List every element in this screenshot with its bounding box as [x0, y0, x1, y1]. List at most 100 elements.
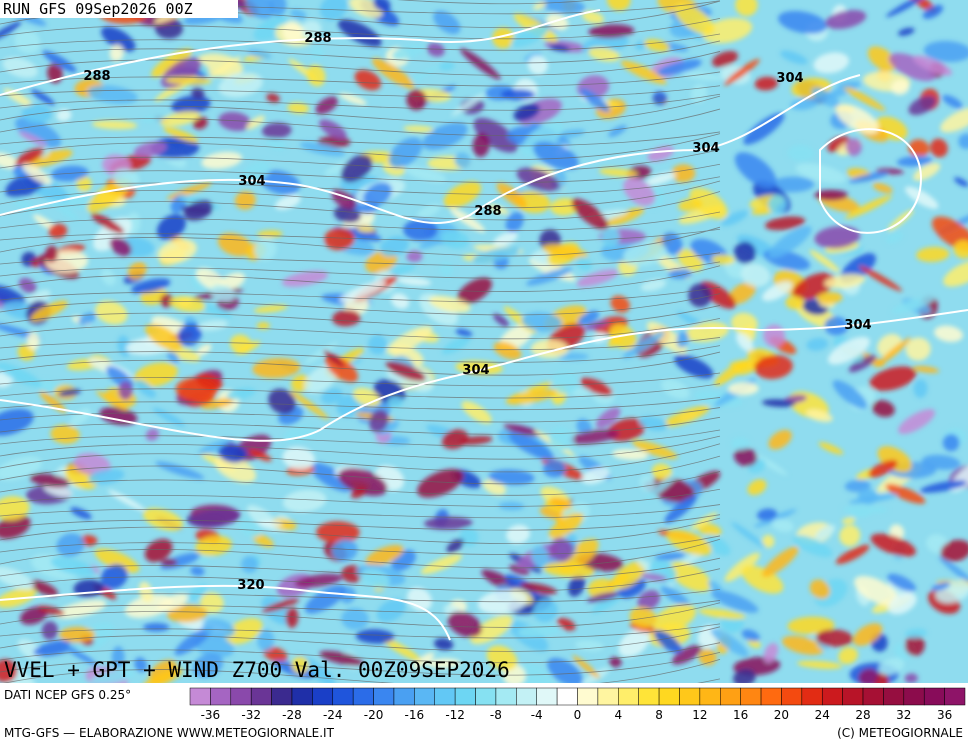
field-blob	[942, 434, 960, 452]
colorbar-swatch	[842, 687, 864, 706]
field-blob	[824, 274, 866, 289]
field-blob	[488, 469, 535, 486]
field-blob	[869, 366, 917, 391]
field-blob	[513, 103, 540, 121]
field-blob	[610, 295, 630, 313]
field-blob	[806, 337, 829, 351]
streamline	[0, 71, 721, 87]
field-blob	[310, 462, 353, 492]
field-blob	[714, 359, 749, 386]
field-blob	[581, 467, 610, 485]
field-blob	[579, 377, 613, 396]
field-blob	[762, 281, 793, 302]
field-blob	[778, 10, 828, 34]
field-blob	[318, 119, 347, 140]
field-blob	[447, 611, 482, 638]
streamline	[0, 429, 721, 447]
field-blob	[582, 11, 604, 24]
field-blob	[842, 517, 856, 525]
colorbar-swatch	[475, 687, 497, 706]
field-blob	[337, 19, 382, 47]
field-blob	[815, 524, 836, 541]
field-blob	[787, 616, 835, 635]
field-blob	[657, 59, 702, 76]
field-blob	[733, 241, 756, 264]
field-blob	[611, 448, 649, 461]
field-blob	[385, 361, 426, 381]
colorbar-tick-label: 36	[937, 708, 952, 722]
field-blob	[263, 646, 288, 662]
contour-label: 320	[237, 578, 264, 593]
colorbar-swatch	[536, 687, 558, 706]
streamline	[0, 228, 721, 243]
field-blob	[943, 260, 968, 287]
field-blob	[39, 391, 67, 413]
field-blob	[331, 539, 358, 562]
footer-right: (C) METEOGIORNALE	[837, 726, 963, 740]
field-blob	[472, 246, 521, 263]
field-blob	[734, 447, 758, 467]
field-blob	[940, 539, 968, 562]
streamline	[0, 176, 721, 195]
field-blob	[107, 489, 146, 512]
colorbar-tick-label: 32	[896, 708, 911, 722]
field-blob	[520, 582, 558, 595]
field-blob	[871, 400, 895, 418]
field-blob	[754, 76, 778, 91]
colorbar-swatch	[577, 687, 599, 706]
field-blob	[736, 332, 754, 352]
field-blob	[3, 88, 35, 109]
colorbar-tick-label: 24	[815, 708, 830, 722]
field-blob	[768, 429, 792, 450]
field-blob	[666, 529, 712, 556]
field-blob	[133, 141, 167, 158]
field-blob	[588, 24, 635, 39]
colorbar-tick-label: -28	[282, 708, 302, 722]
field-blob	[354, 69, 382, 91]
field-blob	[542, 562, 595, 578]
field-blob	[618, 629, 650, 658]
field-blob	[309, 45, 325, 61]
streamline	[0, 407, 721, 423]
field-blob	[942, 94, 963, 109]
streamline	[0, 131, 721, 147]
colorbar-tick-label: 28	[855, 708, 870, 722]
field-blob	[724, 552, 760, 582]
streamline	[3, 658, 721, 683]
colorbar-swatch	[516, 687, 537, 706]
field-blob	[74, 453, 111, 476]
field-blob	[0, 152, 19, 169]
field-blob	[916, 246, 950, 262]
streamline	[0, 652, 721, 676]
field-blob	[406, 250, 423, 263]
streamline	[0, 626, 721, 652]
field-blob	[316, 521, 360, 544]
field-blob	[419, 293, 459, 326]
colorbar-swatch	[821, 687, 843, 706]
field-blob	[319, 0, 348, 21]
field-blob	[885, 484, 926, 504]
field-blob	[59, 626, 96, 643]
field-blob	[14, 29, 41, 54]
field-blob	[439, 261, 454, 277]
field-blob	[814, 189, 849, 201]
streamline	[0, 351, 721, 376]
field-blob	[291, 656, 309, 674]
contour-labels: 288 288 304 288 304 304 304 304 320	[83, 31, 871, 593]
colorbar-swatch	[352, 687, 374, 706]
field-blob	[752, 452, 788, 476]
colorbar-swatch	[332, 687, 354, 706]
field-blob	[885, 231, 904, 244]
field-blob	[403, 125, 434, 133]
field-blob	[912, 55, 953, 76]
field-blob	[533, 1, 547, 10]
field-blob	[913, 366, 940, 373]
field-blob	[101, 26, 136, 52]
field-blob	[958, 133, 968, 150]
field-blob	[888, 592, 917, 615]
field-blob	[190, 566, 205, 576]
field-blob	[728, 281, 757, 305]
field-blob	[688, 283, 712, 308]
streamline	[0, 588, 721, 603]
field-blob	[837, 81, 860, 88]
